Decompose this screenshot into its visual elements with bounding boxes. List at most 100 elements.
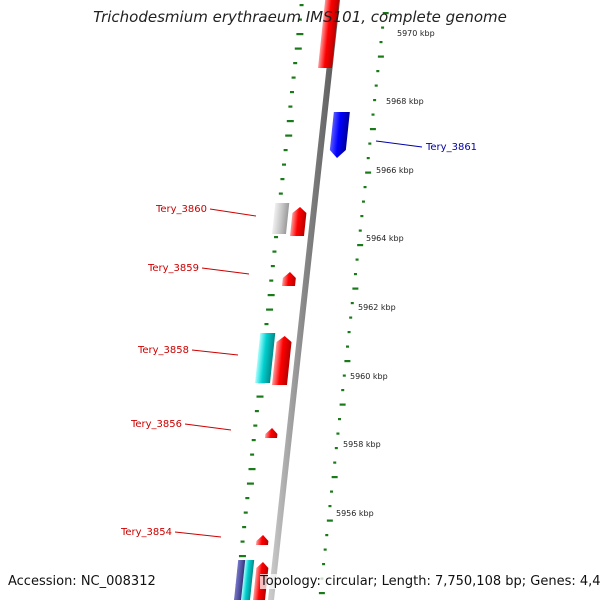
feature-layer[interactable]	[234, 0, 350, 600]
gc-dot	[248, 468, 256, 471]
kbp-tick-label: 5962 kbp	[358, 303, 396, 312]
gene-feature-tery-3859[interactable]	[282, 272, 296, 286]
rna-feature-3858[interactable]	[255, 333, 276, 383]
gc-dot	[253, 424, 258, 427]
map-title: Trichodesmium erythraeum IMS101, complet…	[93, 8, 507, 26]
gc-dot	[272, 250, 277, 253]
kbp-tick-label: 5960 kbp	[350, 372, 388, 381]
gc-dot	[246, 482, 254, 485]
gc-dot	[291, 76, 296, 79]
gc-dot	[325, 534, 329, 537]
gc-dot	[243, 511, 248, 514]
gc-dot	[270, 265, 275, 268]
label-leader-line	[191, 349, 239, 356]
kbp-ruler: 5970 kbp 5968 kbp 5966 kbp 5964 kbp 5962 kbp…	[336, 29, 435, 518]
gc-dot	[280, 178, 285, 181]
gc-dot	[283, 149, 288, 152]
accession-text: Accession: NC_008312	[8, 574, 156, 589]
gene-label-tery-3856[interactable]: Tery_3856	[130, 419, 182, 430]
gc-dot	[318, 592, 325, 595]
gc-dot	[369, 128, 376, 131]
gc-dot	[349, 316, 353, 319]
gc-dot	[323, 548, 327, 551]
gc-dot	[288, 105, 293, 108]
gc-dot	[254, 410, 259, 413]
gc-dot	[240, 540, 245, 543]
kbp-tick-label: 5968 kbp	[386, 97, 424, 106]
gc-dot	[333, 461, 337, 464]
gc-dot	[352, 287, 359, 290]
gc-dot	[368, 142, 372, 145]
label-leader-line	[174, 531, 222, 538]
gc-dot	[331, 476, 338, 479]
gene-feature-tery-3861[interactable]	[329, 112, 350, 158]
gc-dot	[381, 26, 385, 29]
kbp-tick-label: 5958 kbp	[343, 440, 381, 449]
gene-label-tery-3858[interactable]: Tery_3858	[137, 345, 189, 356]
gc-dot	[345, 345, 349, 348]
gc-dot	[330, 490, 334, 493]
gc-dot	[251, 439, 256, 442]
gc-dot	[339, 403, 346, 406]
label-leader-line	[184, 423, 232, 431]
gc-dot	[357, 244, 364, 247]
gc-dot	[365, 171, 372, 174]
gene-feature-forward[interactable]	[318, 0, 340, 68]
gc-dot	[294, 47, 302, 50]
gene-label-tery-3861[interactable]: Tery_3861	[425, 142, 477, 153]
gc-dot	[296, 33, 304, 36]
gc-dot	[266, 308, 274, 311]
gene-feature-tery-3854[interactable]	[256, 535, 269, 545]
gc-dot	[363, 186, 367, 189]
gene-label-layer[interactable]: Tery_3861 Tery_3860 Tery_3859 Tery_3858 Tery…	[120, 140, 477, 538]
gc-dot	[361, 200, 365, 203]
gene-label-tery-3854[interactable]: Tery_3854	[120, 527, 172, 538]
gc-dot	[377, 55, 384, 58]
gc-dot	[366, 157, 370, 160]
gene-feature-tery-3860[interactable]	[290, 207, 307, 236]
gc-dot	[379, 41, 383, 44]
kbp-tick-label: 5956 kbp	[336, 509, 374, 518]
kbp-tick-label: 5970 kbp	[397, 29, 435, 38]
gc-dot	[269, 279, 274, 282]
gc-dot	[267, 294, 275, 297]
label-leader-line	[375, 140, 423, 148]
gene-label-tery-3860[interactable]: Tery_3860	[155, 204, 207, 215]
gc-dot	[256, 395, 264, 398]
gene-label-tery-3859[interactable]: Tery_3859	[147, 263, 199, 274]
gc-dot	[342, 374, 346, 377]
gene-feature-other[interactable]	[272, 203, 290, 234]
gc-dot	[358, 229, 362, 232]
gc-dot	[238, 555, 246, 558]
gc-dot	[338, 418, 342, 421]
gc-dot	[355, 258, 359, 261]
gc-dot	[374, 84, 378, 87]
gc-dot	[242, 526, 247, 529]
gc-dot	[336, 432, 340, 435]
gene-feature-tery-3858[interactable]	[272, 336, 292, 385]
gc-dot	[322, 563, 326, 566]
label-leader-line	[201, 267, 250, 275]
gc-dot	[326, 519, 333, 522]
kbp-tick-label: 5966 kbp	[376, 166, 414, 175]
gc-dot	[341, 389, 345, 392]
rna-feature[interactable]	[241, 560, 255, 600]
gc-dot	[371, 113, 375, 116]
gc-dot	[282, 163, 287, 166]
gc-dot	[353, 273, 357, 276]
gc-dot	[297, 18, 302, 21]
gc-dot	[382, 12, 389, 15]
gc-content-track-left	[234, 4, 304, 600]
gc-dot	[286, 120, 294, 123]
kbp-tick-label: 5964 kbp	[366, 234, 404, 243]
gc-dot	[360, 215, 364, 218]
gc-dot	[299, 4, 304, 7]
genome-info-text: Topology: circular; Length: 7,750,108 bp…	[260, 574, 600, 589]
gc-dot	[328, 505, 332, 508]
gc-dot	[373, 99, 377, 102]
gc-dot	[285, 134, 293, 137]
genome-backbone	[268, 0, 340, 600]
gc-dot	[278, 192, 283, 195]
gene-feature-tery-3856[interactable]	[265, 428, 278, 438]
